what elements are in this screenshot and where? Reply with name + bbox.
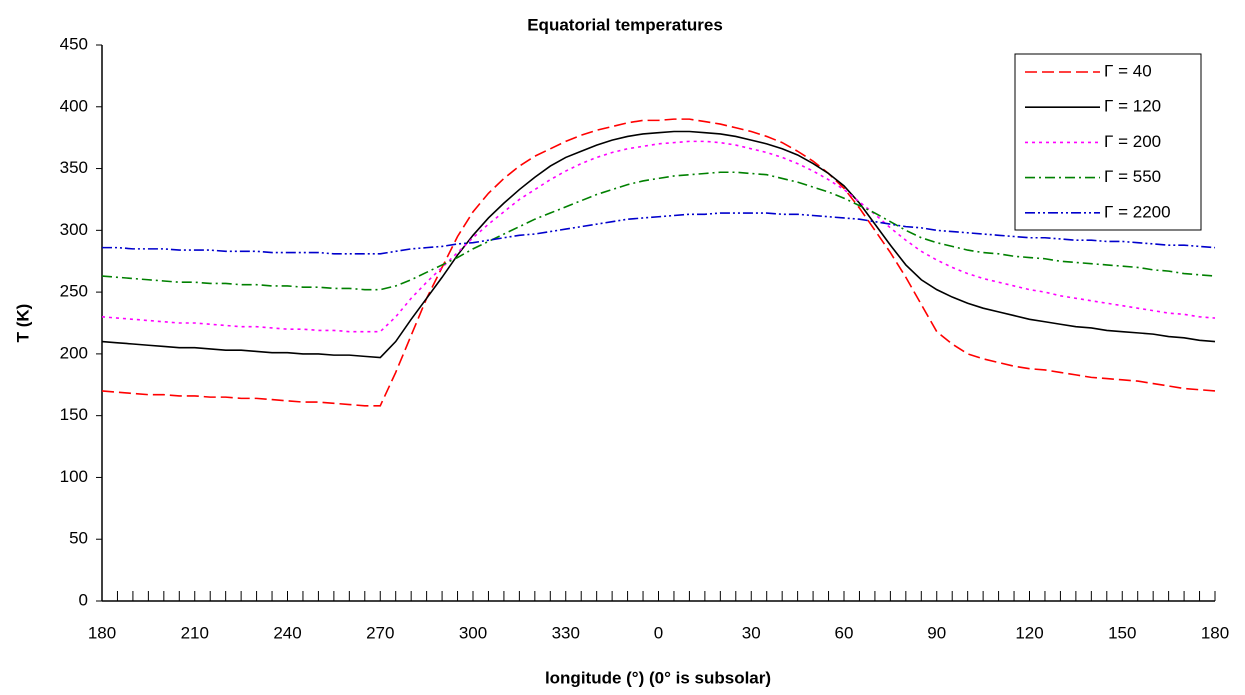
legend-label: Γ = 200 — [1104, 132, 1161, 151]
legend-label: Γ = 2200 — [1104, 202, 1171, 221]
y-tick-label: 0 — [79, 590, 88, 609]
y-tick-label: 100 — [60, 467, 88, 486]
y-tick-label: 150 — [60, 405, 88, 424]
x-tick-label: 240 — [273, 623, 301, 642]
x-axis-label: longitude (°) (0° is subsolar) — [545, 668, 771, 687]
y-tick-label: 450 — [60, 34, 88, 53]
y-axis-label: T (K) — [13, 304, 32, 343]
y-tick-label: 250 — [60, 282, 88, 301]
legend-label: Γ = 40 — [1104, 61, 1152, 80]
series-line — [101, 118, 1216, 407]
x-tick-label: 30 — [742, 623, 761, 642]
y-tick-label: 350 — [60, 158, 88, 177]
y-tick-label: 300 — [60, 220, 88, 239]
y-tick-label: 50 — [69, 529, 88, 548]
y-tick-label: 200 — [60, 343, 88, 362]
series-line — [101, 130, 1216, 359]
series-line — [102, 212, 1216, 255]
y-tick-label: 400 — [60, 96, 88, 115]
x-tick-label: 300 — [459, 623, 487, 642]
x-tick-label: 180 — [1201, 623, 1229, 642]
x-tick-label: 270 — [366, 623, 394, 642]
x-tick-label: 0 — [654, 623, 663, 642]
x-tick-label: 150 — [1108, 623, 1136, 642]
x-tick-label: 120 — [1015, 623, 1043, 642]
legend-label: Γ = 550 — [1104, 167, 1161, 186]
series-line — [101, 171, 1216, 291]
x-tick-label: 210 — [181, 623, 209, 642]
legend-label: Γ = 120 — [1104, 97, 1161, 116]
x-tick-label: 60 — [835, 623, 854, 642]
chart-title: Equatorial temperatures — [527, 15, 723, 34]
x-tick-label: 90 — [927, 623, 946, 642]
x-tick-label: 330 — [552, 623, 580, 642]
x-tick-label: 180 — [88, 623, 116, 642]
